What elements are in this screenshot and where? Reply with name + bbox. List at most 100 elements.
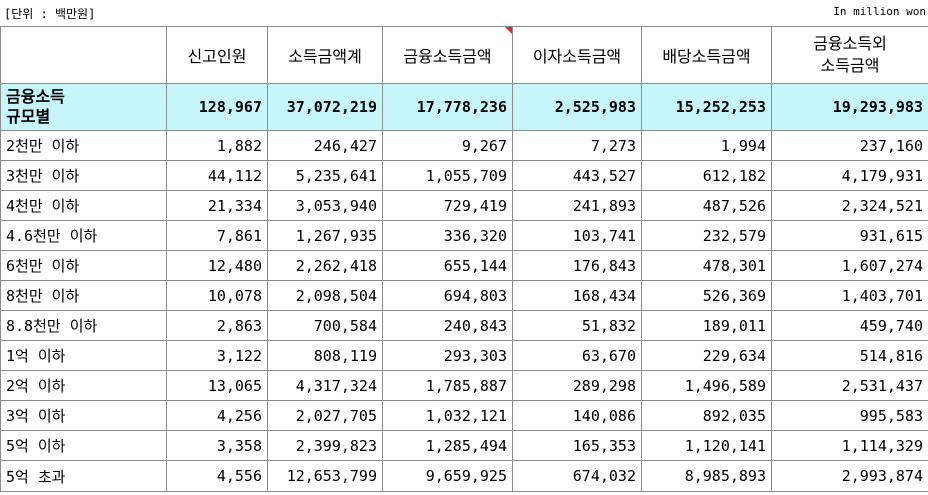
- table-cell[interactable]: 7,861: [166, 220, 268, 251]
- table-cell[interactable]: 487,526: [641, 190, 772, 221]
- header-total-income[interactable]: 소득금액계: [267, 26, 383, 84]
- table-cell[interactable]: 232,579: [641, 220, 772, 251]
- table-cell[interactable]: 241,893: [512, 190, 642, 221]
- table-cell[interactable]: 2,993,874: [771, 460, 928, 492]
- table-cell[interactable]: 293,303: [382, 340, 513, 371]
- header-dividend-income[interactable]: 배당소득금액: [641, 26, 772, 84]
- table-cell[interactable]: 189,011: [641, 310, 772, 341]
- table-cell[interactable]: 1,496,589: [641, 370, 772, 401]
- header-financial-income[interactable]: 금융소득금액: [382, 26, 513, 84]
- table-cell[interactable]: 12,480: [166, 250, 268, 281]
- table-cell[interactable]: 2,525,983: [512, 83, 642, 131]
- table-cell[interactable]: 5,235,641: [267, 160, 383, 191]
- table-cell[interactable]: 1,285,494: [382, 430, 513, 461]
- table-cell[interactable]: 995,583: [771, 400, 928, 431]
- table-cell[interactable]: 44,112: [166, 160, 268, 191]
- table-cell[interactable]: 12,653,799: [267, 460, 383, 492]
- table-cell[interactable]: 4,556: [166, 460, 268, 492]
- table-cell[interactable]: 892,035: [641, 400, 772, 431]
- table-cell[interactable]: 2,324,521: [771, 190, 928, 221]
- table-cell[interactable]: 7,273: [512, 130, 642, 161]
- table-cell[interactable]: 168,434: [512, 280, 642, 311]
- table-cell[interactable]: 612,182: [641, 160, 772, 191]
- row-label[interactable]: 8.8천만 이하: [0, 310, 167, 341]
- table-cell[interactable]: 128,967: [166, 83, 268, 131]
- table-cell[interactable]: 8,985,893: [641, 460, 772, 492]
- table-cell[interactable]: 4,256: [166, 400, 268, 431]
- table-cell[interactable]: 229,634: [641, 340, 772, 371]
- table-cell[interactable]: 9,267: [382, 130, 513, 161]
- table-cell[interactable]: 51,832: [512, 310, 642, 341]
- row-label[interactable]: 3억 이하: [0, 400, 167, 431]
- table-cell[interactable]: 336,320: [382, 220, 513, 251]
- table-cell[interactable]: 1,994: [641, 130, 772, 161]
- table-cell[interactable]: 2,027,705: [267, 400, 383, 431]
- header-non-financial-income[interactable]: 금융소득외 소득금액: [771, 26, 928, 84]
- table-cell[interactable]: 1,785,887: [382, 370, 513, 401]
- table-cell[interactable]: 459,740: [771, 310, 928, 341]
- table-cell[interactable]: 10,078: [166, 280, 268, 311]
- table-cell[interactable]: 3,358: [166, 430, 268, 461]
- table-cell[interactable]: 694,803: [382, 280, 513, 311]
- table-cell[interactable]: 13,065: [166, 370, 268, 401]
- row-label[interactable]: 5억 이하: [0, 430, 167, 461]
- table-cell[interactable]: 2,863: [166, 310, 268, 341]
- row-label[interactable]: 4.6천만 이하: [0, 220, 167, 251]
- table-cell[interactable]: 2,531,437: [771, 370, 928, 401]
- table-cell[interactable]: 478,301: [641, 250, 772, 281]
- table-cell[interactable]: 514,816: [771, 340, 928, 371]
- table-cell[interactable]: 3,053,940: [267, 190, 383, 221]
- table-cell[interactable]: 103,741: [512, 220, 642, 251]
- table-cell[interactable]: 3,122: [166, 340, 268, 371]
- row-label[interactable]: 6천만 이하: [0, 250, 167, 281]
- table-cell[interactable]: 1,055,709: [382, 160, 513, 191]
- row-label[interactable]: 1억 이하: [0, 340, 167, 371]
- table-cell[interactable]: 289,298: [512, 370, 642, 401]
- table-cell[interactable]: 17,778,236: [382, 83, 513, 131]
- table-cell[interactable]: 674,032: [512, 460, 642, 492]
- table-cell[interactable]: 237,160: [771, 130, 928, 161]
- table-cell[interactable]: 700,584: [267, 310, 383, 341]
- table-cell[interactable]: 246,427: [267, 130, 383, 161]
- table-cell[interactable]: 240,843: [382, 310, 513, 341]
- table-cell[interactable]: 140,086: [512, 400, 642, 431]
- table-cell[interactable]: 4,317,324: [267, 370, 383, 401]
- table-cell[interactable]: 37,072,219: [267, 83, 383, 131]
- table-cell[interactable]: 443,527: [512, 160, 642, 191]
- table-cell[interactable]: 4,179,931: [771, 160, 928, 191]
- header-interest-income[interactable]: 이자소득금액: [512, 26, 642, 84]
- table-cell[interactable]: 808,119: [267, 340, 383, 371]
- row-label[interactable]: 5억 초과: [0, 460, 167, 492]
- table-cell[interactable]: 1,032,121: [382, 400, 513, 431]
- row-label[interactable]: 2억 이하: [0, 370, 167, 401]
- header-filers[interactable]: 신고인원: [166, 26, 268, 84]
- table-cell[interactable]: 1,607,274: [771, 250, 928, 281]
- table-cell[interactable]: 2,399,823: [267, 430, 383, 461]
- row-label[interactable]: 3천만 이하: [0, 160, 167, 191]
- row-label[interactable]: 금융소득 규모별: [0, 83, 167, 131]
- row-label[interactable]: 4천만 이하: [0, 190, 167, 221]
- table-cell[interactable]: 15,252,253: [641, 83, 772, 131]
- table-cell[interactable]: 1,120,141: [641, 430, 772, 461]
- table-cell[interactable]: 9,659,925: [382, 460, 513, 492]
- table-cell[interactable]: 1,114,329: [771, 430, 928, 461]
- table-cell[interactable]: 21,334: [166, 190, 268, 221]
- table-cell[interactable]: 63,670: [512, 340, 642, 371]
- unit-label: [단위 : 백만원]: [4, 7, 96, 21]
- table-cell[interactable]: 2,098,504: [267, 280, 383, 311]
- table-cell[interactable]: 526,369: [641, 280, 772, 311]
- table-cell[interactable]: 2,262,418: [267, 250, 383, 281]
- table-cell[interactable]: 729,419: [382, 190, 513, 221]
- table-cell[interactable]: 165,353: [512, 430, 642, 461]
- table-cell[interactable]: 931,615: [771, 220, 928, 251]
- table-cell[interactable]: 1,267,935: [267, 220, 383, 251]
- table-cell[interactable]: 655,144: [382, 250, 513, 281]
- comment-marker-icon[interactable]: [505, 27, 512, 34]
- row-label[interactable]: 2천만 이하: [0, 130, 167, 161]
- row-label[interactable]: 8천만 이하: [0, 280, 167, 311]
- table-cell[interactable]: 19,293,983: [771, 83, 928, 131]
- table-cell[interactable]: 1,403,701: [771, 280, 928, 311]
- table-cell[interactable]: 176,843: [512, 250, 642, 281]
- table-cell[interactable]: 1,882: [166, 130, 268, 161]
- header-corner[interactable]: [0, 26, 167, 84]
